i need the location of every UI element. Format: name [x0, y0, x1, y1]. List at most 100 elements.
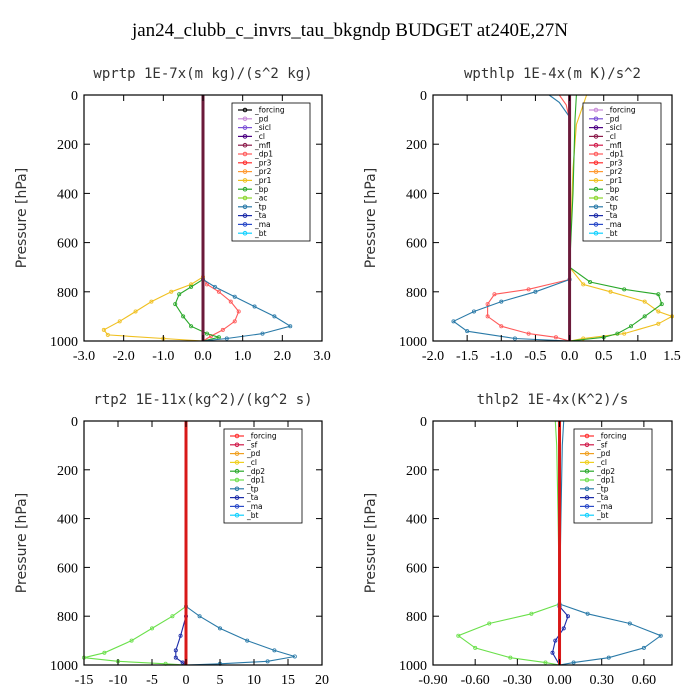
legend-label: _forcing — [596, 432, 627, 441]
legend-marker — [242, 134, 248, 139]
series-marker — [189, 284, 194, 289]
series-marker — [189, 324, 194, 329]
y-tick-label: 0 — [71, 415, 78, 430]
legend-label: _forcing — [605, 106, 636, 115]
series-marker — [197, 614, 202, 619]
series-marker — [585, 611, 590, 616]
legend-label: _pr2 — [605, 167, 623, 176]
legend-label: _pd — [254, 114, 269, 123]
series-line-tp — [202, 95, 292, 342]
y-tick-label: 0 — [420, 415, 427, 430]
series-marker — [292, 654, 297, 659]
series-marker — [656, 309, 661, 314]
legend-label: _bp — [254, 185, 269, 194]
series-marker — [622, 331, 627, 336]
legend-label: _bt — [596, 511, 609, 520]
legend-marker — [584, 442, 590, 448]
legend-label: _ac — [254, 194, 267, 203]
legend-marker — [242, 169, 248, 174]
legend-marker — [584, 495, 590, 500]
series-marker — [526, 287, 531, 292]
series-marker — [473, 645, 478, 650]
legend-marker — [234, 477, 240, 483]
y-tick-label: 400 — [406, 513, 427, 528]
legend-label: _pr1 — [605, 176, 623, 185]
legend-label: _tp — [605, 202, 618, 211]
series-marker — [471, 309, 476, 314]
legend-marker — [234, 433, 240, 439]
x-tick-label: 1.0 — [629, 349, 647, 364]
series-marker — [272, 648, 277, 653]
legend-marker — [234, 486, 240, 492]
x-tick-label: 1.0 — [234, 349, 252, 364]
series-marker — [581, 336, 586, 341]
legend-marker — [584, 433, 590, 439]
legend-label: _cl — [596, 458, 607, 467]
legend-marker — [242, 222, 248, 227]
legend-label: _pd — [246, 449, 261, 458]
legend-marker — [234, 495, 240, 500]
legend-label: _dp2 — [596, 467, 615, 476]
series-marker — [189, 282, 194, 287]
legend-marker — [593, 151, 599, 157]
x-tick-label: 10 — [247, 673, 261, 688]
y-tick-label: 800 — [406, 610, 427, 625]
series-marker — [224, 336, 229, 341]
legend-marker — [593, 186, 599, 192]
y-axis-label: Pressure [hPa] — [363, 168, 379, 268]
series-marker — [561, 626, 566, 631]
legend-marker — [593, 142, 599, 148]
series-marker — [588, 279, 593, 284]
series-marker — [216, 289, 221, 294]
legend-label: _cl — [254, 132, 265, 141]
x-tick-label: -1.0 — [152, 349, 174, 364]
series-marker — [642, 314, 647, 319]
y-tick-label: 1000 — [50, 659, 78, 674]
x-tick-label: 0.0 — [561, 349, 579, 364]
series-marker — [451, 319, 456, 324]
series-marker — [622, 287, 627, 292]
series-marker — [512, 336, 517, 341]
legend-marker — [242, 195, 248, 201]
legend-marker — [584, 468, 590, 474]
series-marker — [526, 331, 531, 336]
series-marker — [245, 638, 250, 643]
y-tick-label: 400 — [57, 187, 78, 202]
legend-marker — [584, 512, 590, 518]
legend-label: _sf — [246, 440, 258, 449]
y-tick-label: 1000 — [50, 335, 78, 350]
series-line-pr1 — [102, 95, 204, 342]
series-marker — [656, 292, 661, 297]
legend-marker — [234, 504, 240, 509]
x-tick-label: 0 — [183, 673, 190, 688]
legend-marker — [584, 460, 590, 465]
legend-label: _dp1 — [254, 150, 273, 159]
series-line-bp — [174, 95, 221, 342]
series-marker — [232, 294, 237, 299]
series-marker — [169, 289, 174, 294]
series-marker — [606, 655, 611, 660]
series-marker — [217, 626, 222, 631]
series-marker — [529, 611, 534, 616]
series-line-ta — [175, 421, 187, 666]
legend-label: _pd — [605, 114, 620, 123]
legend-label: _pr3 — [605, 158, 623, 167]
series-marker — [260, 331, 265, 336]
legend-marker — [593, 213, 599, 218]
legend-marker — [242, 160, 248, 166]
series-marker — [129, 638, 134, 643]
series-marker — [133, 309, 138, 314]
series-marker — [615, 331, 620, 336]
y-tick-label: 200 — [406, 138, 427, 153]
series-marker — [173, 655, 178, 660]
series-line-tp — [558, 420, 662, 666]
legend-marker — [234, 512, 240, 518]
series-marker — [533, 289, 538, 294]
x-tick-label: 1.5 — [663, 349, 681, 364]
legend-marker — [593, 204, 599, 210]
series-line-pr1 — [569, 94, 674, 342]
series-marker — [456, 633, 461, 638]
legend-marker — [593, 169, 599, 174]
y-axis-label: Pressure [hPa] — [363, 493, 379, 593]
series-marker — [629, 324, 634, 329]
